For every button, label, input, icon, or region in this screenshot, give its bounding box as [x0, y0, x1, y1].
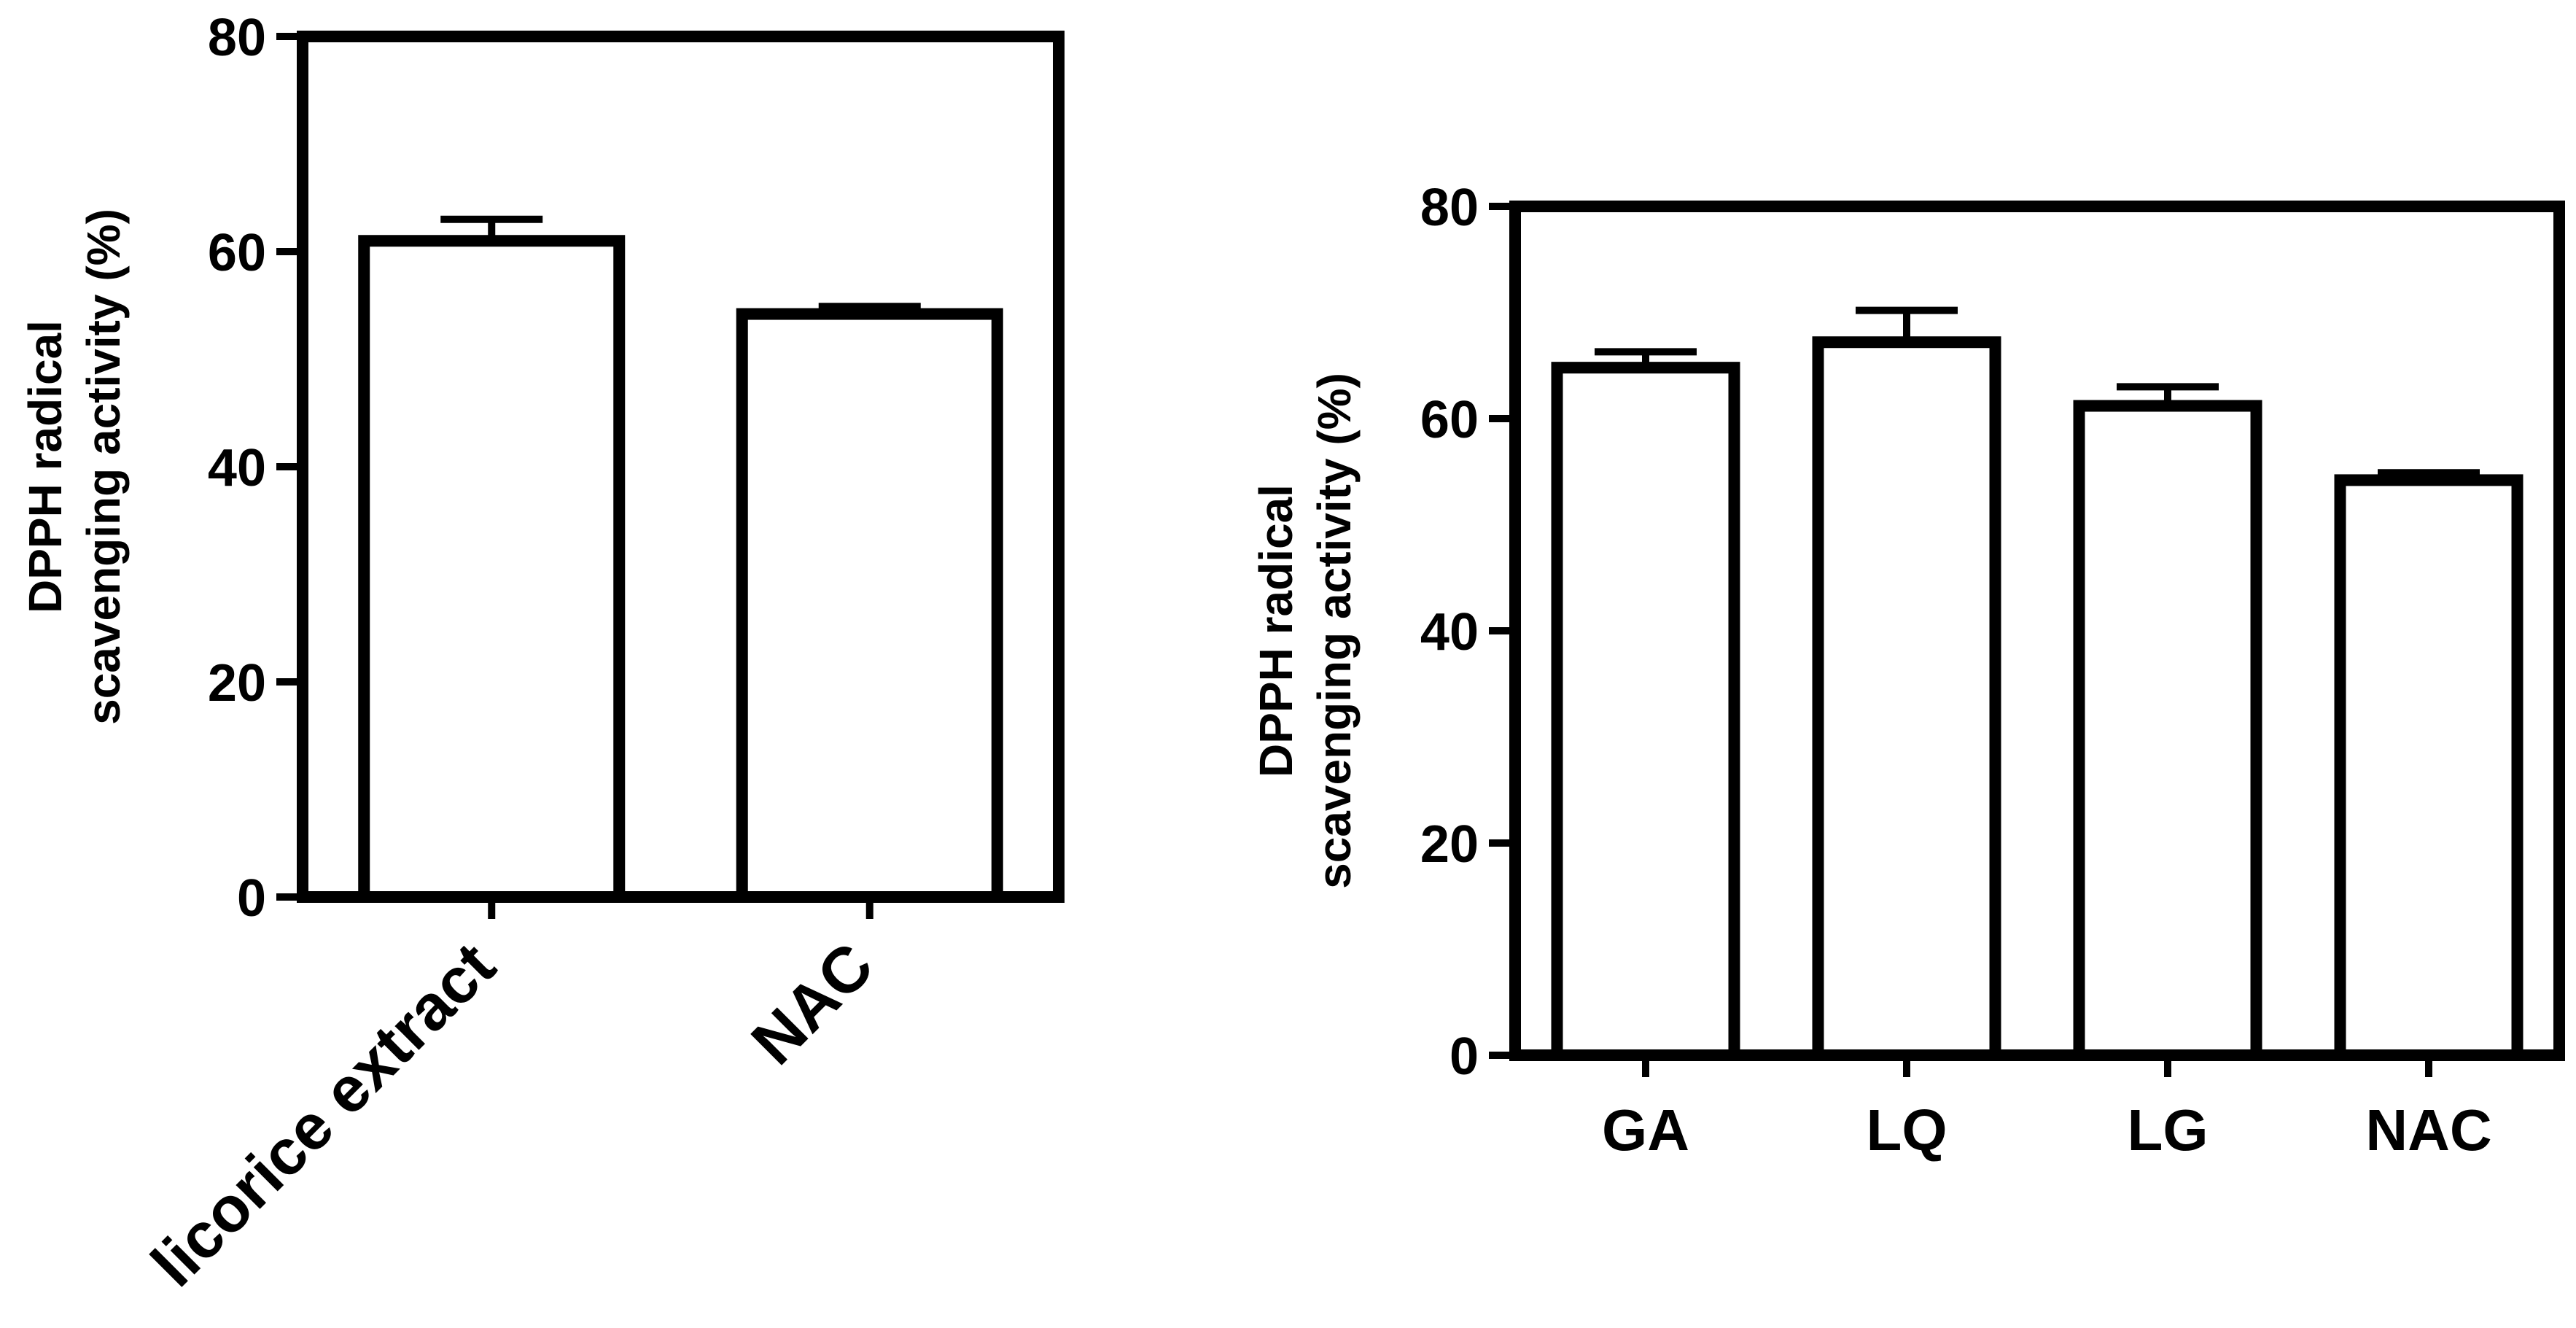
y-tick-label: 20: [1420, 815, 1479, 874]
y-axis-label-line-1: DPPH radical: [19, 320, 71, 613]
x-tick-label: NAC: [2365, 1098, 2491, 1162]
chart-right-compounds: GA LQ LG NAC 0 20 40 60 80 DPPH radical scavenging…: [1250, 179, 2565, 1162]
y-tick-label: 80: [1420, 179, 1479, 237]
y-tick-label: 40: [1420, 603, 1479, 661]
y-tick-label: 0: [1450, 1028, 1479, 1086]
bar-nac: [2334, 474, 2524, 1061]
bar-nac: [736, 308, 1003, 903]
y-tick-label: 80: [208, 9, 266, 67]
chart-left-licorice: licorice extract NAC 0 20 40 60 80 DPPH radical…: [19, 9, 1065, 1300]
y-axis-label-line-2: scavenging activity (%): [77, 209, 130, 725]
x-tick-label: LG: [2127, 1098, 2208, 1162]
y-axis-label-line-1: DPPH radical: [1250, 484, 1302, 777]
bar-lg: [2073, 400, 2262, 1061]
y-tick-label: 20: [208, 654, 266, 712]
x-tick-label: LQ: [1866, 1098, 1947, 1162]
bar-ga: [1551, 362, 1740, 1062]
y-tick-label: 0: [237, 869, 266, 928]
x-tick-label: licorice extract: [137, 928, 508, 1300]
y-tick-label: 60: [208, 224, 266, 282]
y-tick-label: 60: [1420, 391, 1479, 449]
x-tick-label: GA: [1602, 1098, 1689, 1162]
x-tick-label: NAC: [737, 928, 887, 1078]
bar-lq: [1812, 336, 2001, 1061]
bar-licorice-extract: [358, 235, 626, 903]
y-axis-label-line-2: scavenging activity (%): [1308, 373, 1361, 889]
y-tick-label: 40: [208, 439, 266, 497]
